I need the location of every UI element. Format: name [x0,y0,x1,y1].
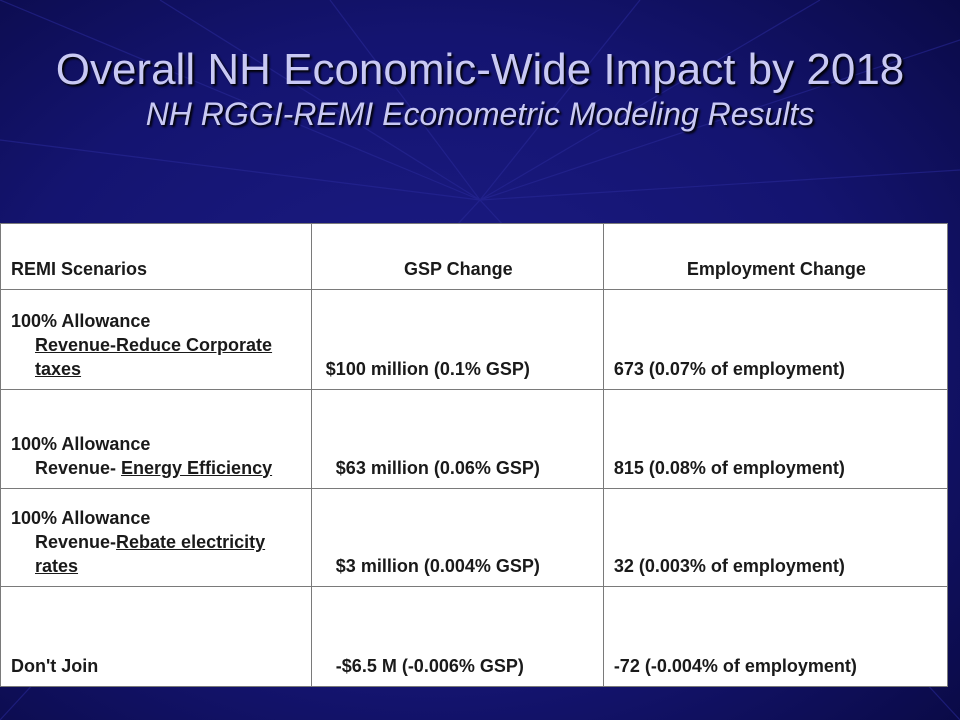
gsp-cell: $63 million (0.06% GSP) [310,389,604,489]
slide-title: Overall NH Economic-Wide Impact by 2018 [55,45,905,94]
scenario-underlined: Energy Efficiency [121,457,273,478]
scenario-rest: Revenue-Reduce Corporate taxes [11,333,303,381]
scenario-underlined: Revenue-Reduce Corporate taxes [35,335,273,380]
header-scenarios: REMI Scenarios [0,222,312,291]
scenario-rest: Revenue- Energy Efficiency [11,456,303,480]
scenario-plain: Revenue- [35,531,117,552]
scenario-cell: 100% Allowance Revenue- Energy Efficienc… [0,389,312,489]
title-block: Overall NH Economic-Wide Impact by 2018 … [0,44,960,132]
scenario-rest: Revenue-Rebate electricity rates [11,530,303,578]
results-table: REMI Scenarios GSP Change Employment Cha… [0,222,949,688]
header-gsp-change: GSP Change [310,222,604,291]
table-row: 100% Allowance Revenue- Energy Efficienc… [0,389,949,489]
scenario-line1: 100% Allowance [11,507,151,528]
gsp-cell: $3 million (0.004% GSP) [310,487,604,587]
scenario-line1: 100% Allowance [11,311,151,332]
scenario-cell: 100% Allowance Revenue-Rebate electricit… [0,487,312,587]
table-header-row: REMI Scenarios GSP Change Employment Cha… [0,222,949,291]
table-row: Don't Join -$6.5 M (-0.006% GSP) -72 (-0… [0,585,949,688]
employment-cell: 673 (0.07% of employment) [602,289,949,391]
scenario-plain: Revenue- [35,457,122,478]
employment-cell: 815 (0.08% of employment) [602,389,949,489]
gsp-cell: $100 million (0.1% GSP) [310,289,604,391]
employment-cell: -72 (-0.004% of employment) [602,585,949,688]
employment-cell: 32 (0.003% of employment) [602,487,949,587]
scenario-underlined: Rebate electricity rates [35,531,266,576]
scenario-line1: 100% Allowance [11,433,151,454]
table-row: 100% Allowance Revenue-Reduce Corporate … [0,289,949,391]
scenario-cell: Don't Join [0,585,312,688]
slide-subtitle: NH RGGI-REMI Econometric Modeling Result… [145,96,815,132]
scenario-cell: 100% Allowance Revenue-Reduce Corporate … [0,289,312,391]
header-employment-change: Employment Change [602,222,949,291]
table-row: 100% Allowance Revenue-Rebate electricit… [0,487,949,587]
gsp-cell: -$6.5 M (-0.006% GSP) [310,585,604,688]
